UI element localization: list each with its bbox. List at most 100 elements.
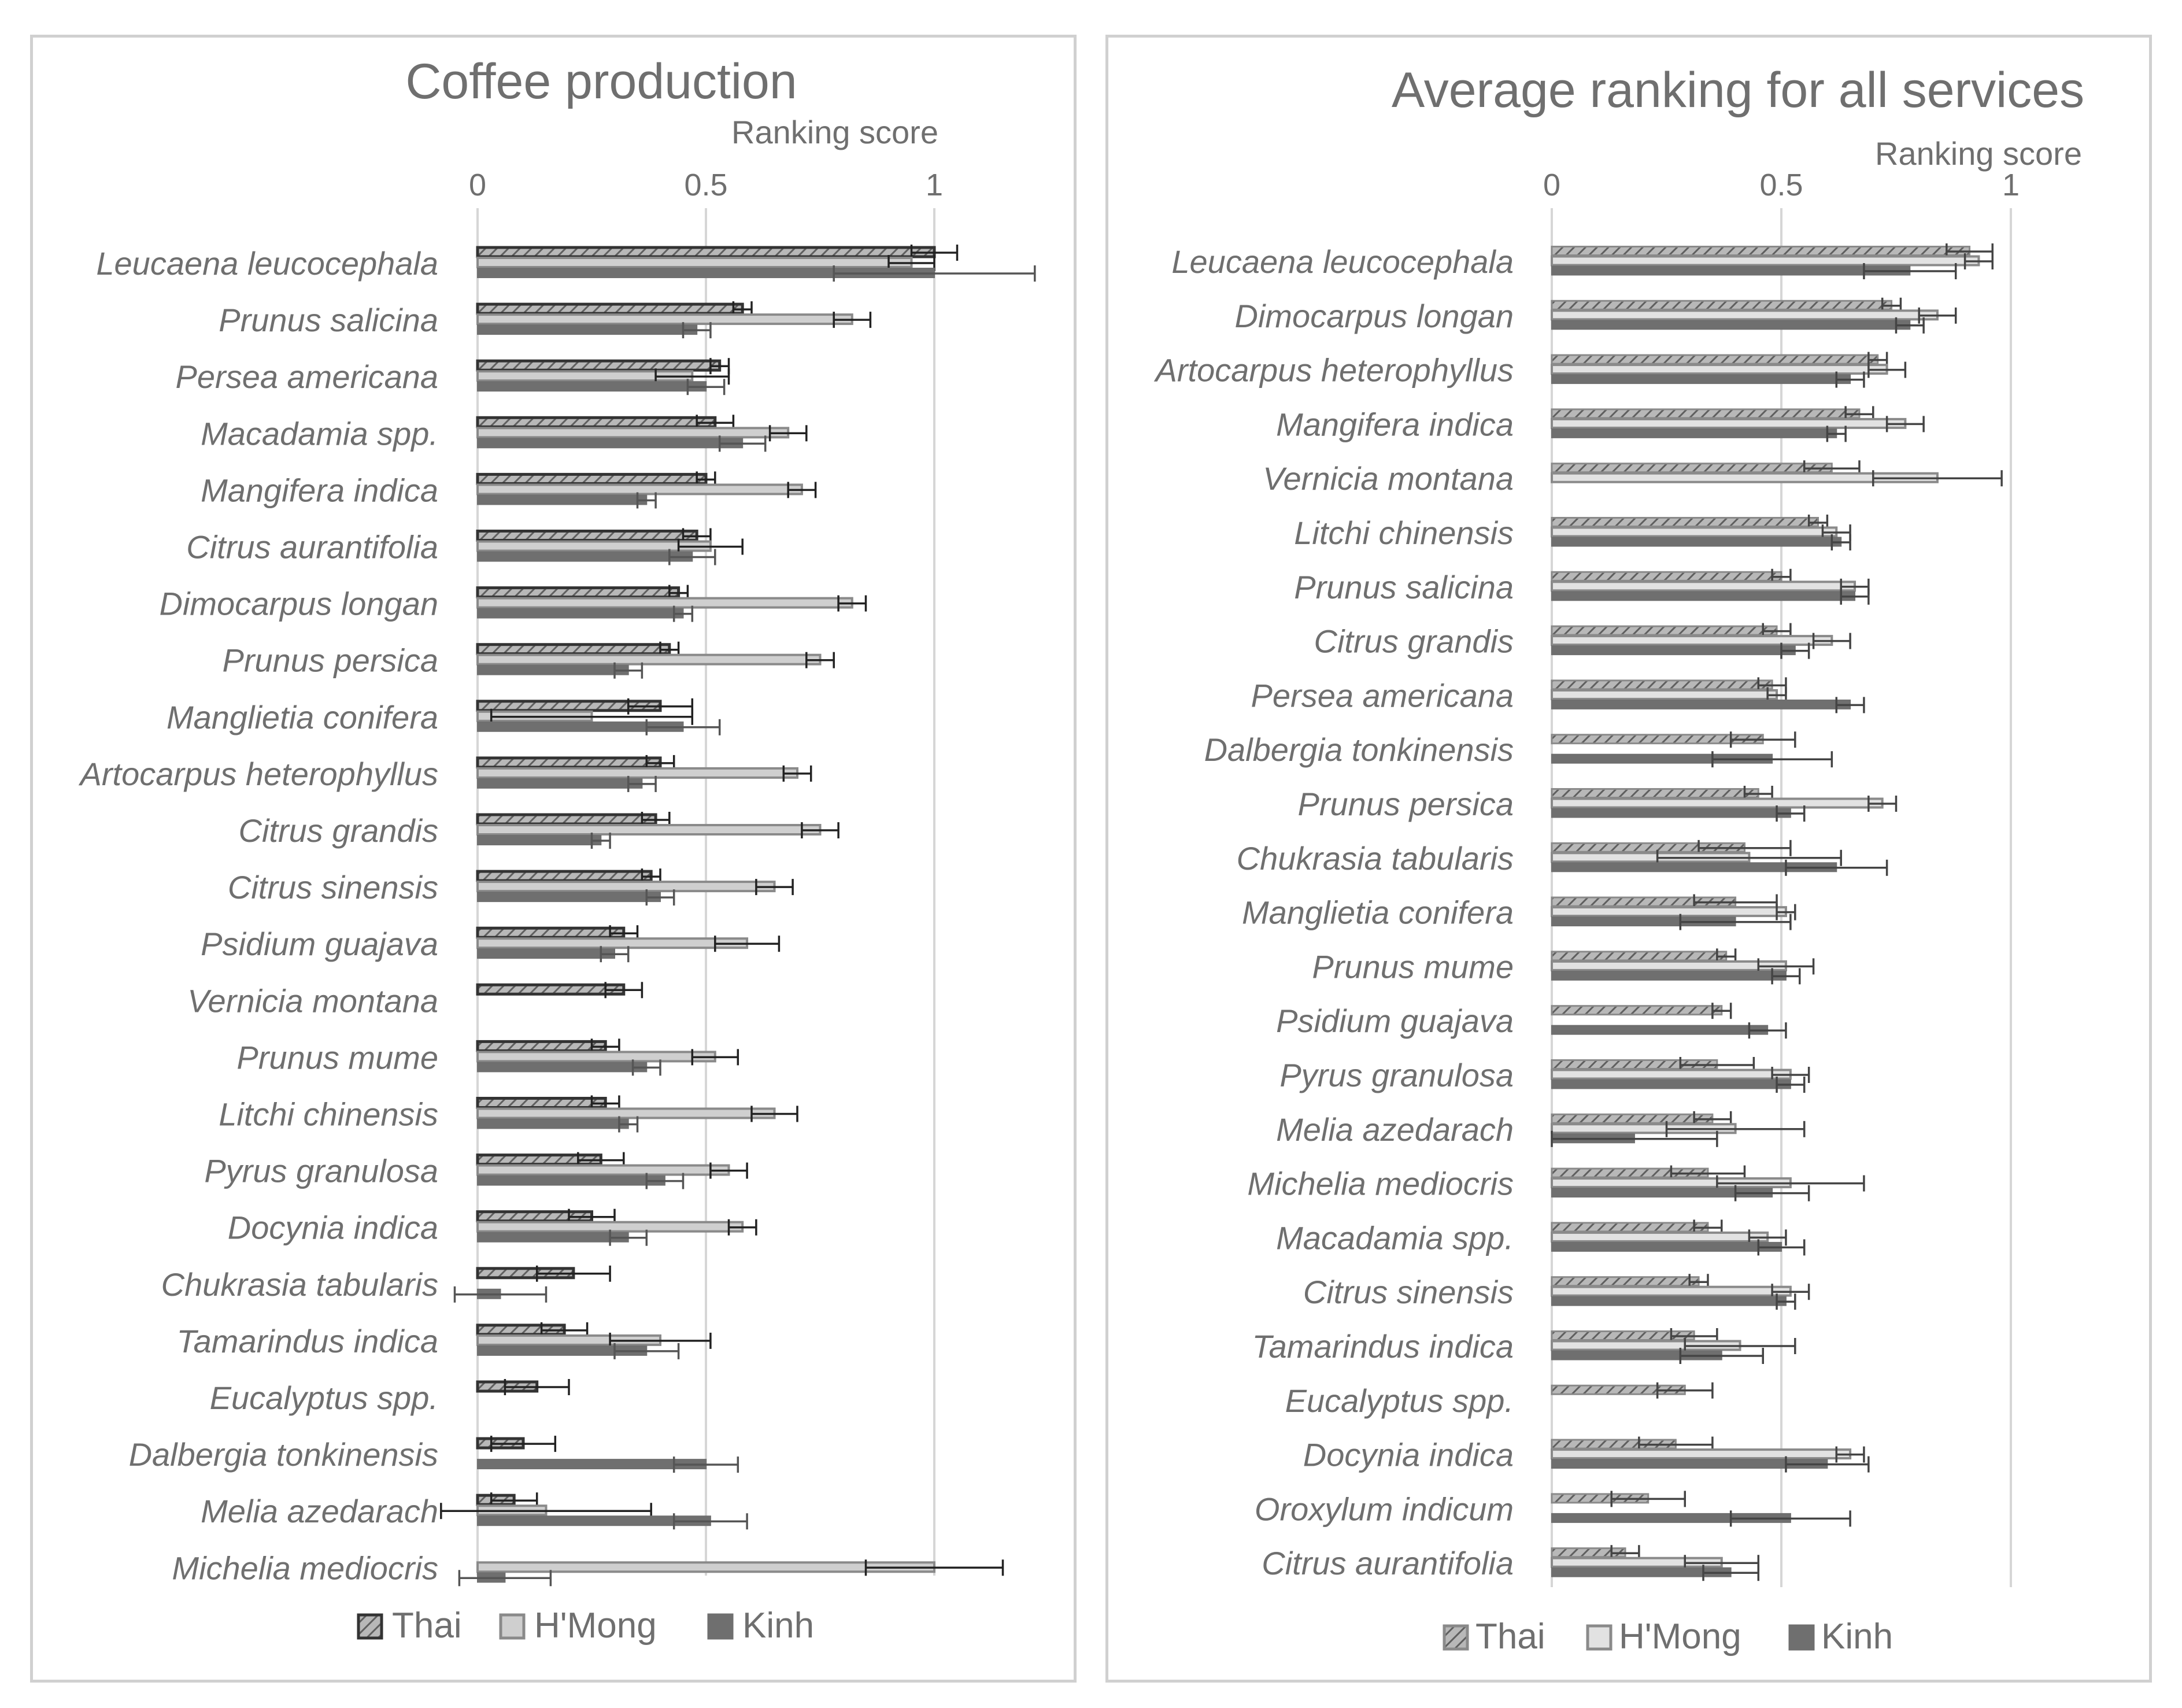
- chart-left-category-label: Manglietia conifera: [167, 699, 438, 735]
- chart-right-bar-thai: [1551, 1222, 1709, 1233]
- chart-left-bar-kinh: [477, 608, 684, 619]
- chart-left-category-label: Tamarindus indica: [177, 1323, 438, 1359]
- chart-left-bar-hmong: [476, 257, 913, 268]
- chart-right-bar-hmong: [1551, 960, 1787, 971]
- chart-right-category-label: Dalbergia tonkinensis: [1204, 731, 1514, 768]
- legend-swatch-thai: [357, 1613, 383, 1640]
- chart-right-bar-hmong: [1551, 526, 1838, 538]
- chart-left-bar-thai: [476, 530, 698, 542]
- chart-left-bar-hmong: [476, 540, 712, 552]
- chart-right-xlabel: Ranking score: [1875, 135, 2082, 172]
- chart-right-bar-hmong: [1551, 309, 1939, 321]
- chart-right-category-label: Tamarindus indica: [1252, 1328, 1514, 1365]
- chart-right-category-label: Pyrus granulosa: [1279, 1057, 1514, 1093]
- chart-right-bar-kinh: [1551, 537, 1842, 547]
- chart-right-bar-thai: [1551, 517, 1819, 527]
- chart-left-category-label: Citrus aurantifolia: [186, 529, 438, 565]
- chart-left-bar-hmong: [476, 1051, 716, 1063]
- chart-right-bar-hmong: [1551, 797, 1884, 809]
- chart-left-category-label: Artocarpus heterophyllus: [79, 756, 438, 792]
- chart-left-categories: Leucaena leucocephala Prunus salicina Pers…: [79, 245, 438, 1586]
- legend-label-kinh: Kinh: [742, 1606, 814, 1646]
- chart-right-category-label: Psidium guajava: [1276, 1003, 1514, 1039]
- chart-left-bar-kinh: [477, 494, 648, 505]
- chart-left-category-label: Vernicia montana: [187, 982, 438, 1019]
- chart-right-xtick: 1: [2002, 168, 2020, 202]
- chart-right-category-label: Manglietia conifera: [1242, 894, 1514, 931]
- chart-right-bar-thai: [1551, 246, 1971, 256]
- chart-left-category-label: Docynia indica: [228, 1210, 438, 1246]
- chart-right-bar-kinh: [1551, 591, 1856, 601]
- chart-right-category-label: Citrus aurantifolia: [1262, 1545, 1514, 1581]
- chart-right-category-label: Citrus sinensis: [1303, 1274, 1514, 1310]
- chart-left-bar-kinh: [477, 892, 661, 903]
- chart-left-category-label: Prunus mume: [236, 1039, 438, 1075]
- chart-right-bar-thai: [1551, 1005, 1723, 1016]
- chart-left-bar-thai: [476, 359, 722, 372]
- legend-swatch-hmong: [1586, 1624, 1613, 1651]
- chart-left-bar-kinh: [477, 778, 643, 789]
- chart-right-category-label: Prunus salicina: [1294, 569, 1514, 605]
- chart-left-bar-kinh: [477, 1459, 707, 1470]
- chart-left-category-label: Prunus salicina: [219, 302, 438, 338]
- chart-left-category-label: Leucaena leucocephala: [96, 245, 438, 282]
- chart-left-category-label: Dimocarpus longan: [160, 586, 438, 622]
- chart-right-bar-hmong: [1551, 689, 1778, 700]
- chart-left-bar-hmong: [476, 824, 822, 835]
- chart-right-category-label: Persea americana: [1251, 677, 1514, 713]
- chart-right-category-label: Oroxylum indicum: [1255, 1491, 1514, 1527]
- chart-right-bar-thai: [1551, 788, 1759, 798]
- chart-right-bar-hmong: [1551, 255, 1980, 267]
- chart-left-xlabel: Ranking score: [731, 114, 938, 150]
- chart-left-bar-hmong: [476, 767, 798, 779]
- legend-swatch-kinh: [1788, 1624, 1815, 1651]
- chart-left-xtick: 0.5: [684, 168, 727, 202]
- chart-left-xtick: 1: [926, 168, 943, 202]
- chart-left-bars: [440, 245, 1036, 1587]
- chart-left-bar-hmong: [476, 937, 749, 949]
- chart-right-category-label: Prunus persica: [1297, 786, 1514, 822]
- legend-label-thai: Thai: [1475, 1617, 1545, 1657]
- chart-left-bar-hmong: [476, 653, 822, 666]
- chart-left-category-label: Citrus sinensis: [228, 869, 438, 905]
- chart-right-bar-kinh: [1551, 374, 1851, 385]
- chart-right-bar-hmong: [1551, 1069, 1792, 1080]
- chart-right-xtick: 0.5: [1759, 168, 1803, 202]
- chart-left-category-label: Mangifera indica: [201, 472, 438, 508]
- chart-left-bar-kinh: [477, 324, 698, 335]
- chart-left-category-label: Psidium guajava: [201, 926, 438, 962]
- chart-right-bars: [1551, 243, 2003, 1581]
- chart-right-bar-thai: [1551, 408, 1861, 419]
- chart-right-bar-kinh: [1551, 265, 1911, 276]
- chart-right-bar-thai: [1551, 571, 1782, 582]
- chart-left-bar-hmong: [476, 1107, 776, 1119]
- chart-left-category-label: Persea americana: [176, 358, 438, 395]
- chart-right-bar-hmong: [1551, 1448, 1852, 1460]
- chart-right-category-label: Artocarpus heterophyllus: [1154, 352, 1514, 389]
- chart-left-bar-thai: [476, 983, 626, 996]
- chart-left-bar-thai: [476, 643, 671, 656]
- chart-left-category-label: Melia azedarach: [201, 1493, 438, 1529]
- chart-right-category-label: Melia azedarach: [1276, 1111, 1514, 1148]
- chart-right-bar-hmong: [1551, 906, 1787, 918]
- chart-right-bar-kinh: [1551, 808, 1791, 818]
- chart-left-bar-kinh: [477, 1232, 629, 1243]
- chart-right-bar-hmong: [1551, 635, 1833, 646]
- chart-right-bar-hmong: [1551, 581, 1856, 592]
- chart-left-xtick: 0: [469, 168, 486, 202]
- chart-left-bar-thai: [476, 302, 744, 315]
- legend-label-hmong: H'Mong: [1619, 1617, 1741, 1657]
- chart-left-bar-kinh: [477, 1175, 665, 1186]
- chart-left-category-label: Michelia mediocris: [172, 1550, 438, 1586]
- chart-left-bar-hmong: [476, 313, 853, 326]
- legend-swatch-thai: [1443, 1624, 1469, 1651]
- chart-left-category-label: Prunus persica: [222, 642, 438, 679]
- chart-right-bar-hmong: [1551, 417, 1907, 429]
- chart-right-category-label: Docynia indica: [1303, 1437, 1514, 1473]
- chart-left-bar-hmong: [476, 881, 776, 893]
- chart-right-bar-kinh: [1551, 699, 1851, 709]
- chart-left-category-label: Macadamia spp.: [201, 415, 438, 452]
- chart-right-bar-kinh: [1551, 428, 1837, 438]
- chart-left-category-label: Pyrus granulosa: [204, 1153, 438, 1189]
